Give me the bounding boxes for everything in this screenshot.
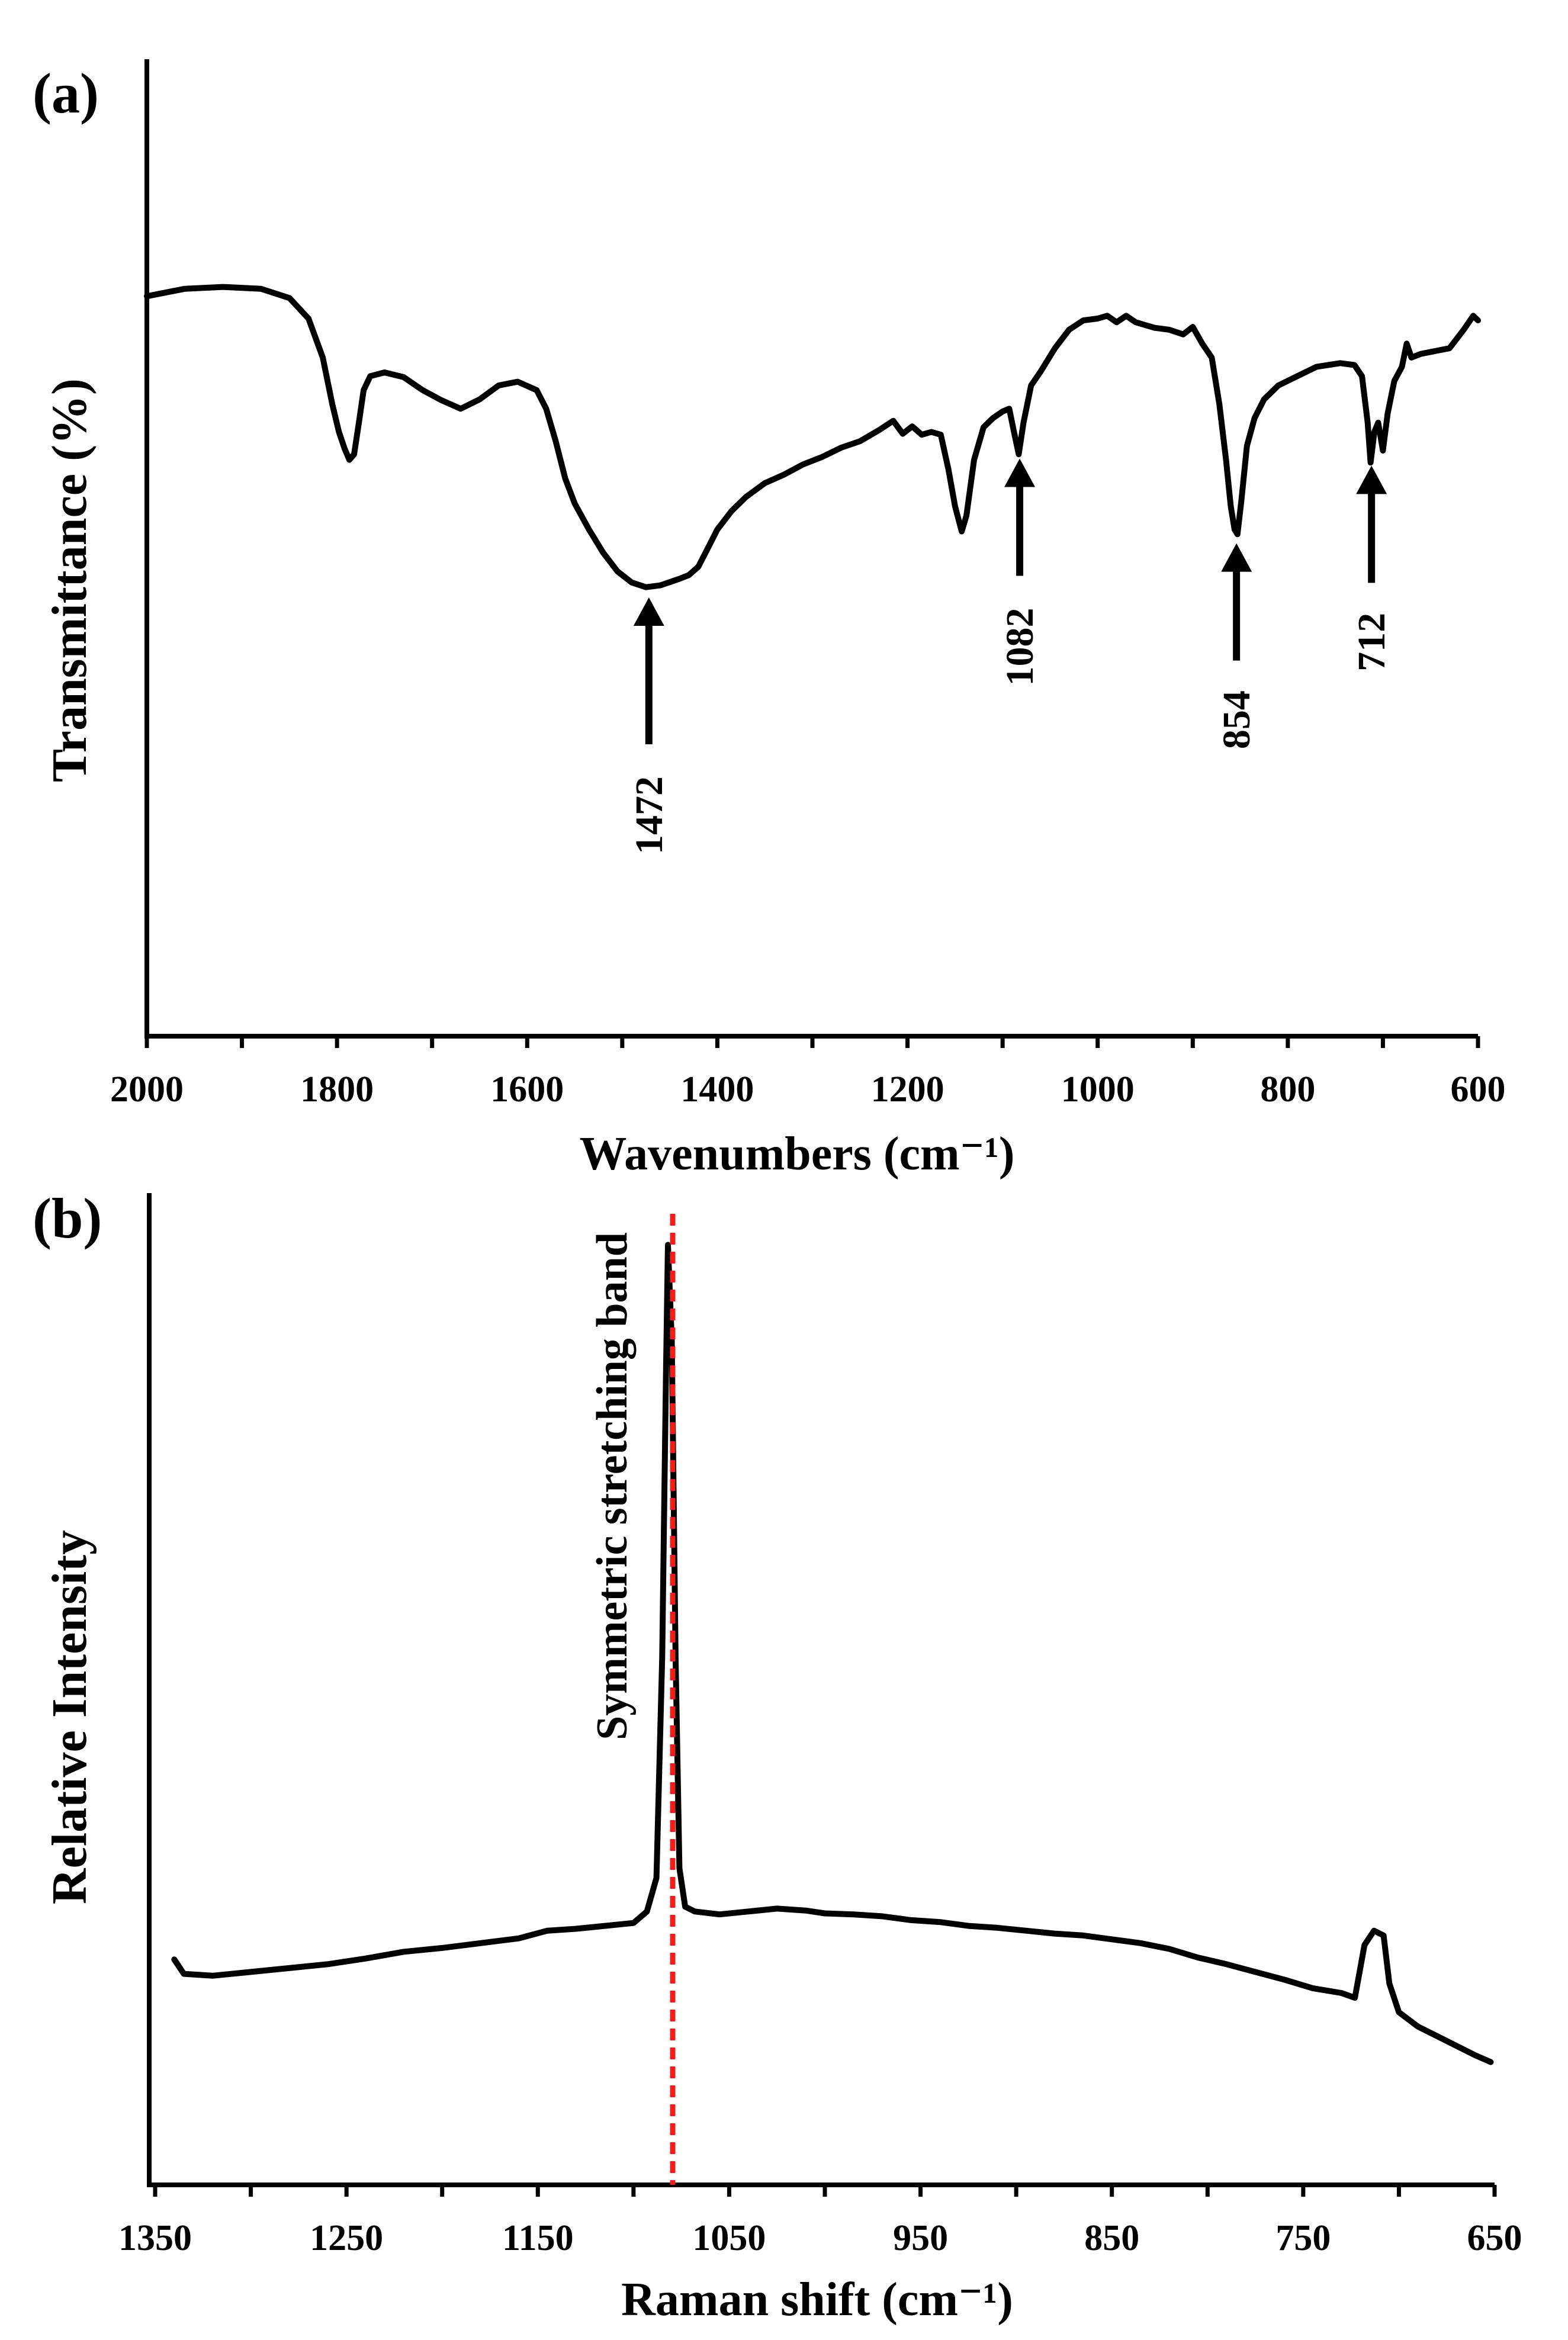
x-tick-label: 1400 xyxy=(680,1069,754,1110)
x-tick-label: 1800 xyxy=(300,1069,374,1110)
x-tick-label: 1350 xyxy=(118,2218,192,2258)
x-tick-label: 1250 xyxy=(310,2218,383,2258)
arrow-head-1082 xyxy=(1004,458,1036,487)
x-tick-label: 650 xyxy=(1467,2218,1522,2258)
x-tick-label: 2000 xyxy=(110,1069,184,1110)
panel-b-x-axis-title: Raman shift (cm⁻¹) xyxy=(621,2274,1013,2326)
panel-a-label: (a) xyxy=(33,62,99,125)
x-tick-label: 600 xyxy=(1451,1069,1506,1110)
panel-b-spectrum-line xyxy=(171,1242,1494,2065)
peak-label-712: 712 xyxy=(1350,613,1393,671)
arrow-head-854 xyxy=(1221,543,1252,572)
panel-b-label: (b) xyxy=(33,1187,102,1250)
arrow-head-1472 xyxy=(633,597,664,626)
panel-b-y-axis-title: Relative Intensity xyxy=(42,1530,97,1904)
panel-a-spectrum-line xyxy=(144,284,1481,590)
peak-label-1082: 1082 xyxy=(998,608,1042,686)
panel-a-peak-annotations: 1472 1082 854 712 xyxy=(628,458,1393,854)
annotation-label: Symmetric stretching band xyxy=(588,1232,637,1740)
panel-b-raman-chart: (b) Relative Intensity Raman shift (cm⁻¹… xyxy=(33,1187,1522,2326)
x-tick-label: 800 xyxy=(1260,1069,1315,1110)
panel-a-x-ticks xyxy=(144,1036,1480,1048)
panel-b-x-ticks xyxy=(153,2185,1497,2197)
x-tick-label: 950 xyxy=(893,2218,948,2258)
x-tick-label: 1050 xyxy=(692,2218,766,2258)
peak-label-1472: 1472 xyxy=(628,776,671,854)
panel-a-y-axis-title: Transmittance (%) xyxy=(42,378,97,782)
panel-b-x-tick-labels: 1350 1250 1150 1050 950 850 750 650 xyxy=(118,2218,1522,2258)
panel-a-ftir-chart: (a) Transmittance (%) Wavenumbers (cm⁻¹)… xyxy=(33,59,1506,1180)
x-tick-label: 1600 xyxy=(490,1069,564,1110)
peak-label-854: 854 xyxy=(1215,690,1258,749)
panel-a-x-tick-labels: 2000 1800 1600 1400 1200 1000 800 600 xyxy=(110,1069,1506,1110)
x-tick-label: 1150 xyxy=(502,2218,574,2258)
panel-b-annotations: Symmetric stretching band xyxy=(588,1214,676,2185)
x-tick-label: 750 xyxy=(1275,2218,1331,2258)
panel-a-x-axis-title: Wavenumbers (cm⁻¹) xyxy=(580,1128,1015,1180)
x-tick-label: 850 xyxy=(1084,2218,1139,2258)
x-tick-label: 1000 xyxy=(1061,1069,1135,1110)
x-tick-label: 1200 xyxy=(871,1069,944,1110)
arrow-head-712 xyxy=(1356,465,1387,494)
